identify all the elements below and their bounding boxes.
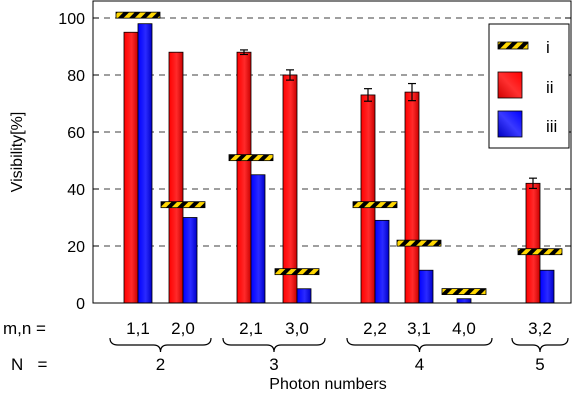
x-tick-label: 4,0: [452, 319, 476, 338]
x-tick-label: 3,0: [285, 319, 309, 338]
group-brace: [109, 337, 212, 353]
bars-layer: [123, 23, 555, 304]
x-axis-labels: 1,1 2,0 2,1 3,0 2,2 3,1 4,0 3,2: [126, 319, 552, 338]
x-axis-label: Photon numbers: [269, 376, 386, 393]
mn-row-label: m,n =: [3, 319, 46, 338]
bar-iii: [456, 298, 472, 304]
y-tick-label: 80: [67, 68, 85, 85]
bar-ii: [525, 182, 541, 304]
x-tick-label: 2,1: [239, 319, 263, 338]
group-n-label: 5: [535, 355, 544, 374]
y-axis-label: Visibility[%]: [9, 112, 26, 193]
legend-swatch-iii: [497, 110, 523, 138]
y-tick-label: 20: [67, 239, 85, 256]
x-tick-label: 1,1: [126, 319, 150, 338]
bar-ii: [360, 94, 376, 304]
bar-iii: [182, 217, 198, 304]
bar-iii: [418, 269, 434, 304]
legend-label-i: i: [546, 38, 550, 57]
marker-i: [517, 248, 563, 256]
marker-i: [274, 268, 320, 276]
marker-i: [115, 11, 161, 19]
group-n-label: 2: [156, 355, 165, 374]
group-brace: [222, 337, 326, 353]
y-tick-label: 100: [58, 11, 85, 28]
x-tick-label: 2,2: [363, 319, 387, 338]
marker-i: [441, 288, 487, 296]
marker-i: [160, 201, 206, 209]
bar-iii: [137, 23, 153, 304]
legend-label-iii: iii: [546, 117, 557, 136]
marker-i: [396, 239, 442, 247]
group-brace: [511, 337, 569, 353]
x-tick-label: 3,2: [528, 319, 552, 338]
bar-ii: [236, 51, 252, 304]
bar-ii: [404, 91, 420, 304]
bar-iii: [374, 219, 390, 304]
y-tick-label: 40: [67, 182, 85, 199]
group-n-label: 3: [269, 355, 278, 374]
marker-i: [352, 201, 398, 209]
bar-ii: [168, 51, 184, 304]
n-row-label: N =: [11, 355, 47, 374]
x-tick-label: 2,0: [171, 319, 195, 338]
y-tick-label: 60: [67, 125, 85, 142]
y-tick-label: 0: [76, 296, 85, 313]
legend-label-ii: ii: [546, 78, 554, 97]
photon-number-groups: 2 3 4 5: [109, 337, 569, 374]
plot-frame: [92, 0, 572, 304]
error-bars-layer: [240, 49, 537, 190]
x-tick-label: 3,1: [407, 319, 431, 338]
legend-swatch-i: [497, 41, 529, 50]
marker-i: [228, 154, 274, 162]
bar-iii: [296, 288, 312, 304]
group-brace: [346, 337, 493, 353]
group-n-label: 4: [415, 355, 424, 374]
bar-iii: [539, 269, 555, 304]
i-markers-layer: [115, 11, 563, 296]
bar-ii: [123, 31, 139, 304]
legend-swatch-ii: [497, 71, 523, 99]
bar-iii: [250, 174, 266, 304]
y-axis: 0 20 40 60 80 100: [58, 11, 571, 313]
